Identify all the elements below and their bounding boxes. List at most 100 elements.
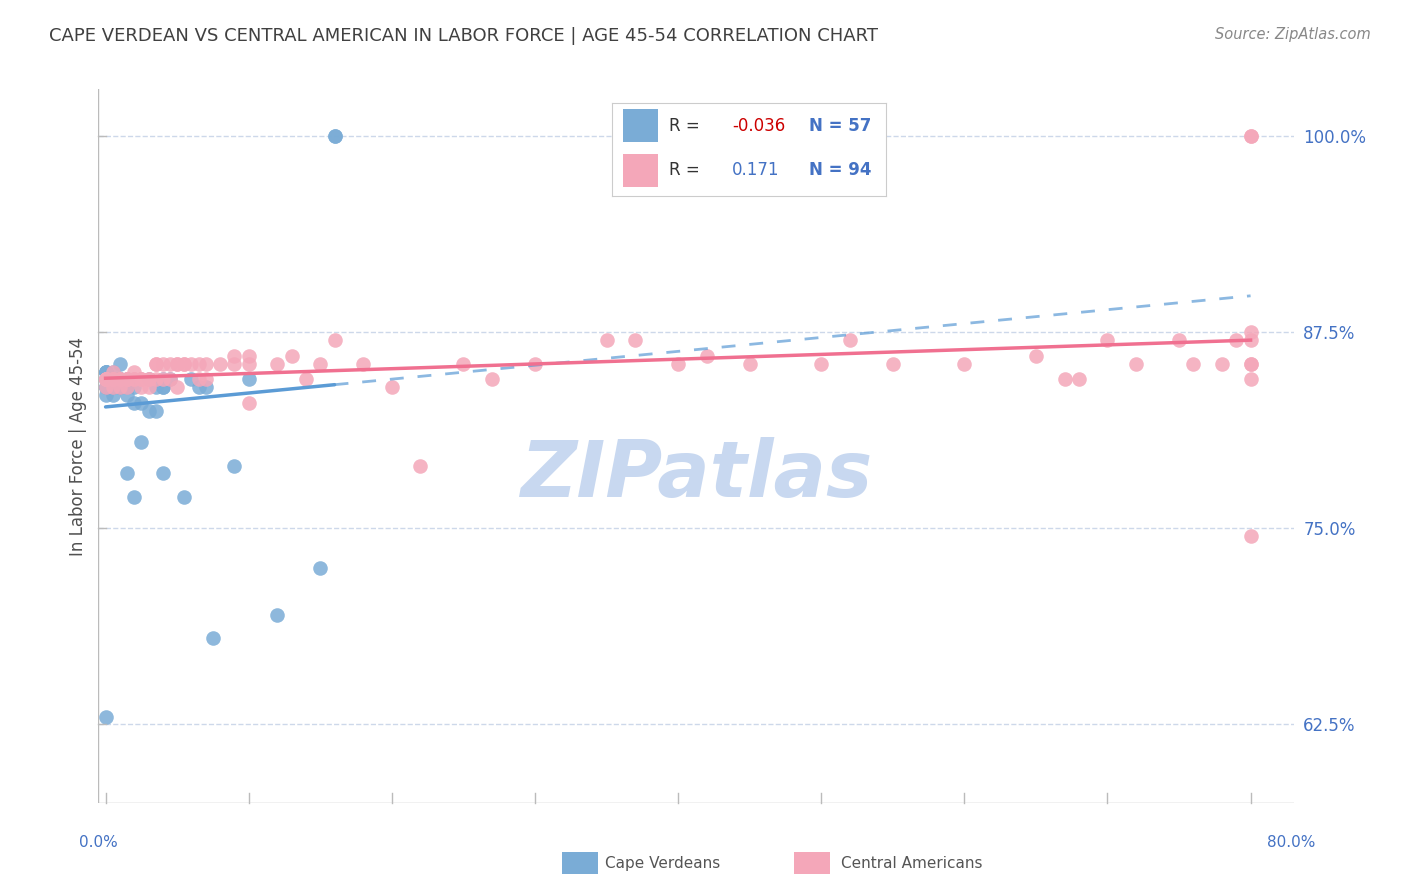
Point (173, 357, 195, 371)
Point (152, 380, 174, 394)
Point (187, 357, 209, 371)
Point (166, 357, 188, 371)
Point (94, 372, 117, 386)
Point (115, 372, 138, 386)
Point (94, 372, 117, 386)
Point (1097, 333, 1119, 347)
Point (1239, 326, 1261, 340)
Point (224, 458, 246, 473)
Point (122, 490, 145, 504)
Point (101, 372, 124, 386)
Point (131, 380, 153, 394)
Point (94, 372, 117, 386)
Point (1239, 372, 1261, 386)
Point (94, 372, 117, 386)
Point (1239, 357, 1261, 371)
Point (180, 357, 202, 371)
Point (624, 333, 647, 347)
Text: 80.0%: 80.0% (1267, 836, 1315, 850)
Point (94, 372, 117, 386)
Point (108, 372, 131, 386)
Point (94, 380, 117, 394)
Point (409, 458, 432, 473)
Text: Source: ZipAtlas.com: Source: ZipAtlas.com (1215, 27, 1371, 42)
Point (94, 372, 117, 386)
Point (187, 372, 209, 386)
Point (145, 372, 167, 386)
Point (738, 357, 761, 371)
Point (238, 349, 260, 363)
Point (94, 364, 117, 378)
Point (1025, 349, 1047, 363)
Point (159, 357, 181, 371)
Point (194, 357, 217, 371)
Point (238, 357, 260, 371)
Point (122, 364, 145, 378)
Point (201, 631, 224, 645)
Point (194, 380, 217, 394)
Point (131, 396, 153, 410)
Point (194, 372, 217, 386)
Point (101, 380, 124, 394)
Point (101, 380, 124, 394)
Point (115, 467, 138, 481)
Point (115, 380, 138, 394)
Point (323, 129, 346, 144)
Point (94, 709, 117, 723)
Point (94, 372, 117, 386)
Point (94, 380, 117, 394)
Text: Cape Verdeans: Cape Verdeans (605, 856, 720, 871)
Point (159, 372, 181, 386)
Point (94, 388, 117, 402)
Text: 0.0%: 0.0% (79, 836, 118, 850)
Point (166, 380, 188, 394)
Point (523, 357, 546, 371)
Point (145, 403, 167, 417)
Point (131, 372, 153, 386)
Point (159, 372, 181, 386)
Text: CAPE VERDEAN VS CENTRAL AMERICAN IN LABOR FORCE | AGE 45-54 CORRELATION CHART: CAPE VERDEAN VS CENTRAL AMERICAN IN LABO… (49, 27, 879, 45)
Point (101, 372, 124, 386)
Point (1239, 357, 1261, 371)
Point (108, 380, 131, 394)
Point (381, 380, 404, 394)
Point (145, 380, 167, 394)
Point (1225, 333, 1247, 347)
Point (108, 380, 131, 394)
Point (173, 490, 195, 504)
Point (1239, 333, 1261, 347)
Point (1239, 129, 1261, 144)
Point (882, 357, 904, 371)
Point (122, 372, 145, 386)
Point (94, 364, 117, 378)
Y-axis label: In Labor Force | Age 45-54: In Labor Force | Age 45-54 (69, 336, 87, 556)
Point (666, 357, 689, 371)
Point (101, 372, 124, 386)
Point (101, 380, 124, 394)
Point (138, 372, 160, 386)
Point (238, 372, 260, 386)
Point (131, 435, 153, 450)
Point (108, 380, 131, 394)
Point (115, 372, 138, 386)
Point (953, 357, 976, 371)
Point (94, 364, 117, 378)
Point (280, 349, 302, 363)
Point (224, 357, 246, 371)
Point (108, 372, 131, 386)
Text: 0.171: 0.171 (733, 161, 780, 179)
Point (1211, 357, 1233, 371)
Point (138, 372, 160, 386)
Point (266, 607, 288, 622)
Point (108, 380, 131, 394)
Point (1053, 372, 1076, 386)
Point (145, 357, 167, 371)
Point (295, 372, 318, 386)
Point (166, 357, 188, 371)
Point (266, 357, 288, 371)
Text: R =: R = (669, 161, 706, 179)
Point (1168, 333, 1191, 347)
Point (108, 372, 131, 386)
Point (101, 372, 124, 386)
Point (1239, 529, 1261, 543)
